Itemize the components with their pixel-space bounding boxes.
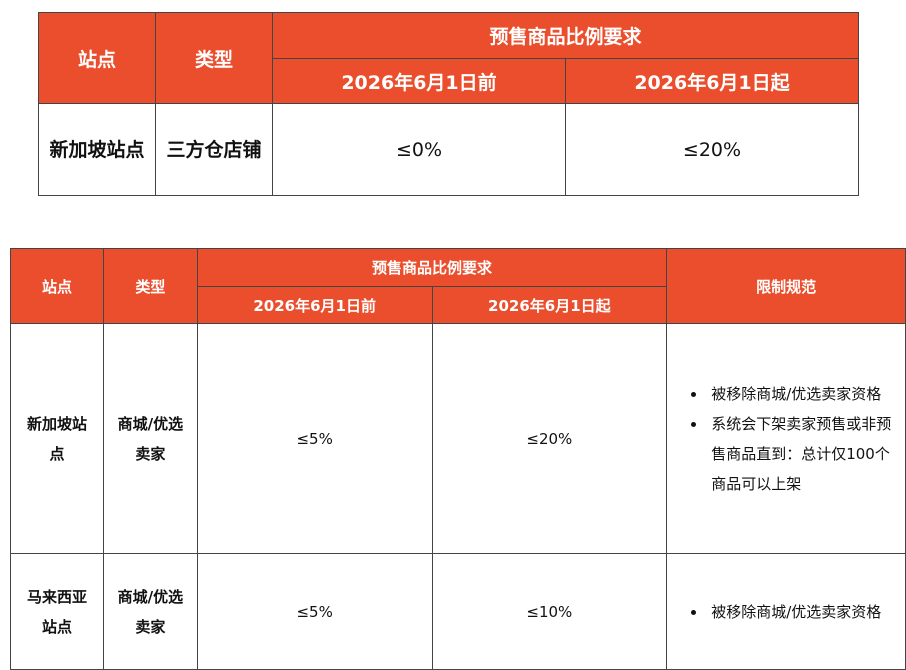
cell: 新加坡站点: [10, 323, 104, 554]
cell: 三方仓店铺: [155, 103, 273, 196]
rule-list: 被移除商城/优选卖家资格系统会下架卖家预售或非预售商品直到：总计仅100个商品可…: [677, 379, 895, 499]
table: 站点 类型 预售商品比例要求 限制规范 2026年6月1日前 2026年6月1日起 新加…: [10, 248, 906, 670]
rule-list: 被移除商城/优选卖家资格: [677, 597, 895, 627]
cell: ≤20%: [565, 103, 859, 196]
header-cell: 类型: [102, 248, 198, 324]
cell: ≤10%: [431, 553, 668, 670]
cell: 被移除商城/优选卖家资格: [666, 553, 906, 670]
cell: ≤5%: [196, 553, 433, 670]
table: 站点 类型 预售商品比例要求 2026年6月1日前 2026年6月1日起 新加坡站点三…: [38, 12, 859, 196]
header-cell: 预售商品比例要求: [272, 12, 859, 59]
rule-item: 被移除商城/优选卖家资格: [707, 379, 895, 409]
header-cell: 站点: [38, 12, 156, 104]
header-cell: 2026年6月1日起: [565, 58, 859, 104]
row: 新加坡站点 三方仓店铺 ≤0% ≤20%: [38, 103, 859, 196]
cell: ≤5%: [196, 323, 433, 554]
row: 新加坡站点商城/优选卖家≤5%≤20%被移除商城/优选卖家资格系统会下架卖家预售…: [10, 323, 906, 554]
cell: 被移除商城/优选卖家资格系统会下架卖家预售或非预售商品直到：总计仅100个商品可…: [666, 323, 906, 554]
header-cell: 类型: [155, 12, 273, 104]
header-cell: 2026年6月1日前: [272, 58, 566, 104]
header-cell: 2026年6月1日起: [431, 286, 668, 324]
header-cell: 站点: [10, 248, 104, 324]
cell: 商城/优选卖家: [102, 553, 198, 670]
cell: 马来西亚站点: [10, 553, 104, 670]
cell: 新加坡站点: [38, 103, 156, 196]
rule-item: 系统会下架卖家预售或非预售商品直到：总计仅100个商品可以上架: [707, 409, 895, 499]
header-cell: 预售商品比例要求: [196, 248, 668, 287]
cell: 商城/优选卖家: [102, 323, 198, 554]
header-cell: 限制规范: [666, 248, 906, 324]
cell: ≤20%: [431, 323, 668, 554]
header-cell: 2026年6月1日前: [196, 286, 433, 324]
rule-item: 被移除商城/优选卖家资格: [707, 597, 895, 627]
cell: ≤0%: [272, 103, 566, 196]
